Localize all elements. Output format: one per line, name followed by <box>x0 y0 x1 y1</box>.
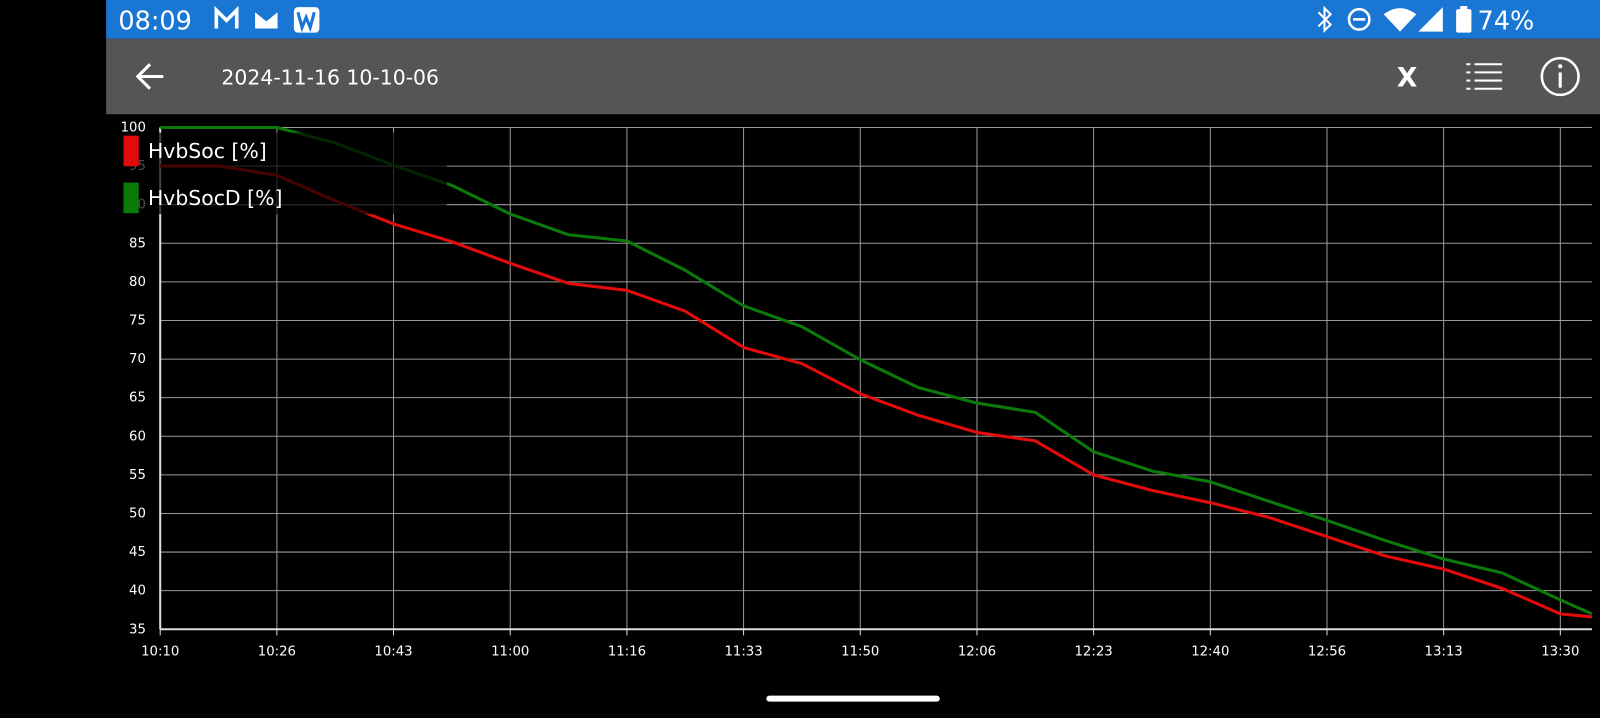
info-icon[interactable] <box>1540 56 1580 97</box>
home-indicator[interactable] <box>766 695 940 702</box>
list-button[interactable] <box>1466 63 1503 90</box>
y-tick-label: 75 <box>129 313 146 328</box>
y-tick-label: 50 <box>129 506 146 521</box>
x-tick-label: 11:16 <box>608 645 646 660</box>
mail-icon <box>255 12 278 29</box>
dnd-icon <box>1347 7 1371 31</box>
y-tick-label: 60 <box>129 429 146 444</box>
app-icon-glyph <box>296 11 316 33</box>
app-bar <box>106 38 1600 115</box>
info-icon[interactable] <box>1558 64 1563 69</box>
x-tick-label: 12:23 <box>1075 645 1113 660</box>
x-tick-label: 10:43 <box>374 645 412 660</box>
y-tick-label: 100 <box>121 120 146 135</box>
x-tick-label: 11:00 <box>491 645 529 660</box>
wifi-icon <box>1383 8 1417 32</box>
back-button[interactable] <box>135 63 164 90</box>
status-time: 08:09 <box>118 7 192 37</box>
x-tick-label: 13:30 <box>1541 645 1579 660</box>
battery-text: 74% <box>1478 7 1535 37</box>
x-tick-label: 12:56 <box>1308 645 1346 660</box>
status-bar <box>106 0 1600 39</box>
x-tick-label: 10:26 <box>258 645 296 660</box>
back-arrow[interactable] <box>135 63 164 90</box>
battery-icon <box>1460 6 1468 11</box>
legend-label: HvbSocD [%] <box>148 186 282 210</box>
legend-label: HvbSoc [%] <box>148 139 267 163</box>
y-tick-label: 35 <box>129 622 146 637</box>
y-tick-label: 85 <box>129 236 146 251</box>
series-line <box>160 164 1592 619</box>
y-tick-label: 40 <box>129 584 146 599</box>
mail-icon <box>214 5 239 29</box>
x-tick-label: 13:13 <box>1425 645 1463 660</box>
signal-icon <box>1418 7 1443 32</box>
battery-icon <box>1456 9 1472 33</box>
bluetooth-icon <box>1317 5 1333 34</box>
legend-swatch <box>123 135 139 167</box>
y-tick-label: 55 <box>129 468 146 483</box>
app-title: 2024-11-16 10-10-06 <box>221 66 439 90</box>
y-tick-label: 70 <box>129 352 146 367</box>
chart: 3540455055606570758085909510010:1010:261… <box>120 120 1593 660</box>
x-tick-label: 11:50 <box>841 645 879 660</box>
x-tick-label: 10:10 <box>141 645 179 660</box>
y-tick-label: 80 <box>129 275 146 290</box>
info-button[interactable] <box>1540 56 1580 97</box>
y-tick-label: 65 <box>129 391 146 406</box>
legend-swatch <box>123 182 139 214</box>
x-tick-label: 12:06 <box>958 645 996 660</box>
legend-background <box>120 132 447 215</box>
close-button[interactable]: X <box>1397 63 1417 94</box>
y-tick-label: 45 <box>129 545 146 560</box>
x-tick-label: 11:33 <box>724 645 762 660</box>
x-tick-label: 12:40 <box>1191 645 1229 660</box>
